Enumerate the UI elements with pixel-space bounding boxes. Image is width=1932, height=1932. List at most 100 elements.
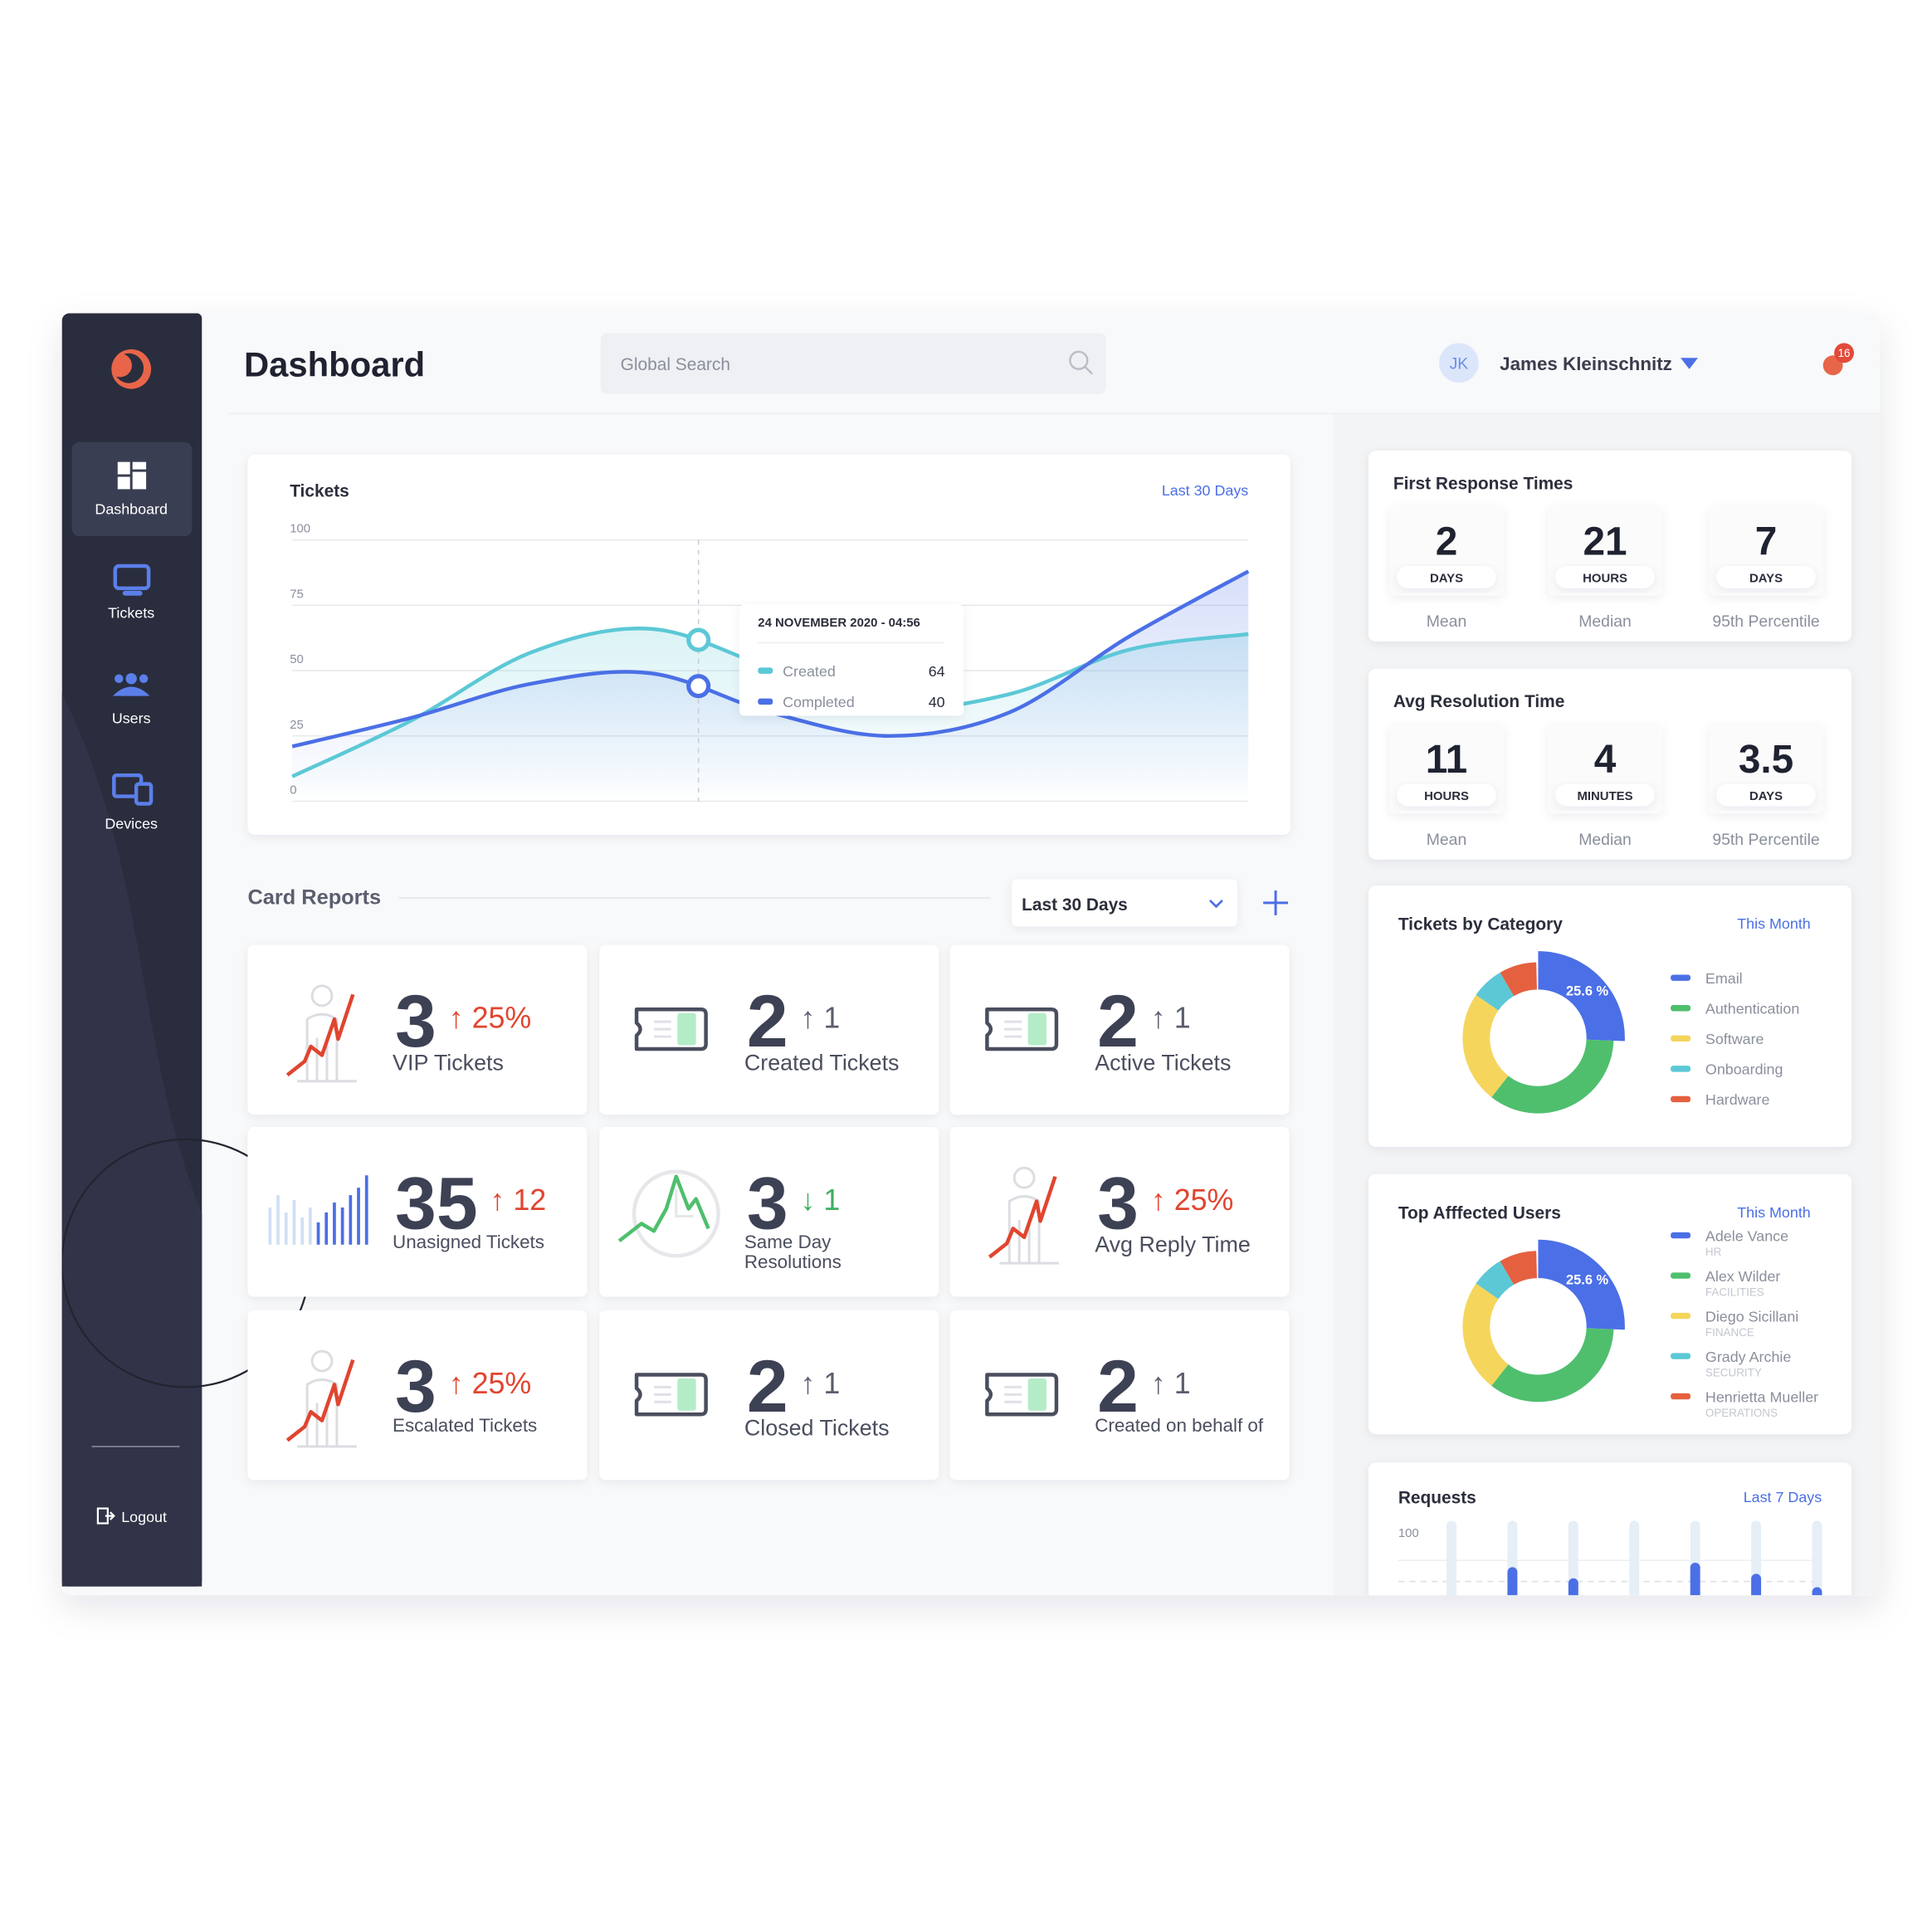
donut-segment: [1462, 1283, 1509, 1386]
report-label-box: Unasigned Tickets: [393, 1233, 544, 1252]
card-title: Avg Resolution Time: [1393, 692, 1564, 711]
notifications[interactable]: 16: [1822, 343, 1854, 376]
nav-label[interactable]: Tickets: [108, 605, 154, 622]
user-menu[interactable]: JK James Kleinschnitz: [1439, 343, 1698, 383]
report-card[interactable]: 3 ↑ 25% Avg Reply Time: [949, 1127, 1290, 1297]
section-title: Card Reports: [247, 886, 381, 909]
report-change: ↑ 1: [801, 1002, 841, 1035]
legend-swatch: [1671, 1035, 1690, 1042]
legend-sublabel: FACILITIES: [1705, 1286, 1764, 1299]
avatar: [1439, 343, 1479, 383]
bar: [1447, 1694, 1456, 1783]
y-tick-label: 100: [1398, 1526, 1419, 1540]
report-card[interactable]: 2 ↑ 1 Created on behalf of: [949, 1310, 1290, 1481]
legend-swatch: [1671, 1272, 1690, 1279]
metric-unit-pill: [1397, 783, 1496, 807]
icon-person: [310, 984, 334, 1007]
chart-period[interactable]: Last 30 Days: [1162, 482, 1248, 499]
badge-count[interactable]: 16: [1838, 347, 1851, 359]
bar: [1568, 1578, 1578, 1596]
segment-label: 25.6 %: [1566, 1272, 1608, 1287]
nav-item[interactable]: Devices: [105, 773, 158, 832]
dropdown-box[interactable]: [1012, 879, 1237, 927]
metric-unit-pill: [1716, 565, 1816, 588]
bar-track: [1629, 1520, 1640, 1596]
metric-value: 7: [1755, 520, 1778, 564]
icon-person: [310, 1349, 334, 1373]
nav-item[interactable]: Tickets: [108, 564, 154, 622]
report-card-bg[interactable]: [949, 1127, 1290, 1297]
add-card-button[interactable]: [1263, 890, 1288, 915]
report-card[interactable]: 2 ↑ 1 Active Tickets: [949, 944, 1290, 1115]
nav-item[interactable]: Dashboard: [95, 461, 168, 518]
icon-person: [1012, 1166, 1036, 1189]
metric-label: Median: [1578, 612, 1632, 631]
tooltip-series-name: Completed: [783, 694, 855, 710]
legend-label: Software: [1705, 1031, 1764, 1047]
user-name[interactable]: James Kleinschnitz: [1500, 354, 1672, 374]
report-label: Escalated Tickets: [393, 1417, 538, 1437]
icon-ticket: [985, 1373, 1059, 1417]
nav-label[interactable]: Dashboard: [95, 500, 168, 517]
logout[interactable]: Logout: [96, 1507, 167, 1525]
search-box[interactable]: Global Search: [600, 333, 1106, 394]
nav-icon: [122, 590, 143, 596]
avatar-initials[interactable]: JK: [1450, 355, 1469, 373]
report-card[interactable]: 35 ↑ 12 Unasigned Tickets: [247, 1127, 588, 1297]
sidebar-decoration: [61, 693, 202, 1587]
bar: [1812, 1587, 1822, 1596]
metric-value: 21: [1583, 520, 1627, 564]
report-card[interactable]: 2 ↑ 1 Closed Tickets: [599, 1310, 939, 1481]
report-card-bg[interactable]: [949, 1310, 1290, 1481]
icon-person: [999, 1195, 1059, 1265]
icon-trend: [988, 1175, 1057, 1259]
report-card-bg[interactable]: [247, 1310, 588, 1481]
report-card[interactable]: 3 ↓ 1 Same Day Resolutions: [599, 1127, 939, 1297]
bar-track: [1568, 1520, 1578, 1596]
icon-clock: [632, 1169, 720, 1258]
icon-trend: [617, 1174, 710, 1243]
logout-label[interactable]: Logout: [121, 1509, 167, 1525]
report-value: 2: [1097, 979, 1139, 1062]
search-field[interactable]: [600, 333, 1106, 394]
report-card-bg[interactable]: [599, 1310, 939, 1481]
chart-period[interactable]: This Month: [1737, 915, 1810, 932]
icon-trend: [285, 993, 355, 1077]
legend-swatch: [1671, 1353, 1690, 1359]
nav-item[interactable]: Users: [112, 673, 151, 727]
legend-swatch: [1671, 1393, 1690, 1400]
report-value: 2: [1097, 1344, 1139, 1427]
metric-unit: DAYS: [1430, 571, 1463, 585]
bar-track: [1447, 1520, 1456, 1596]
chart-period[interactable]: Last 7 Days: [1744, 1489, 1822, 1505]
report-card[interactable]: 2 ↑ 1 Created Tickets: [599, 944, 939, 1115]
report-card[interactable]: 3 ↑ 25% VIP Tickets: [247, 944, 588, 1115]
legend-sublabel: SECURITY: [1705, 1367, 1762, 1379]
dropdown-value[interactable]: Last 30 Days: [1022, 895, 1128, 915]
legend-label: Hardware: [1705, 1091, 1770, 1108]
nav-icon: [132, 461, 147, 470]
period-dropdown[interactable]: Last 30 Days: [1012, 879, 1237, 927]
tooltip: [739, 604, 964, 716]
chart-title: Tickets: [290, 481, 349, 500]
search-placeholder[interactable]: Global Search: [621, 355, 730, 374]
report-card-bg[interactable]: [247, 1127, 588, 1297]
report-card-bg[interactable]: [599, 944, 939, 1115]
report-label: Created Tickets: [744, 1051, 900, 1076]
nav-label[interactable]: Devices: [105, 815, 158, 832]
metric-value: 4: [1594, 738, 1617, 782]
legend-swatch: [1671, 1005, 1690, 1012]
report-change: ↑ 1: [1151, 1367, 1191, 1400]
nav-label[interactable]: Users: [112, 710, 151, 727]
dropdown-chevron: [1209, 899, 1223, 909]
report-change: ↑ 1: [1151, 1002, 1191, 1035]
report-card-bg[interactable]: [949, 944, 1290, 1115]
donut-segment: [1476, 972, 1515, 1011]
report-card[interactable]: 3 ↑ 25% Escalated Tickets: [247, 1310, 588, 1481]
report-card-bg[interactable]: [247, 944, 588, 1115]
chart-period[interactable]: This Month: [1737, 1204, 1810, 1221]
icon-ticket-stub: [1027, 1012, 1046, 1046]
donut-segment: [1462, 994, 1509, 1098]
metric-unit-pill: [1555, 783, 1655, 807]
